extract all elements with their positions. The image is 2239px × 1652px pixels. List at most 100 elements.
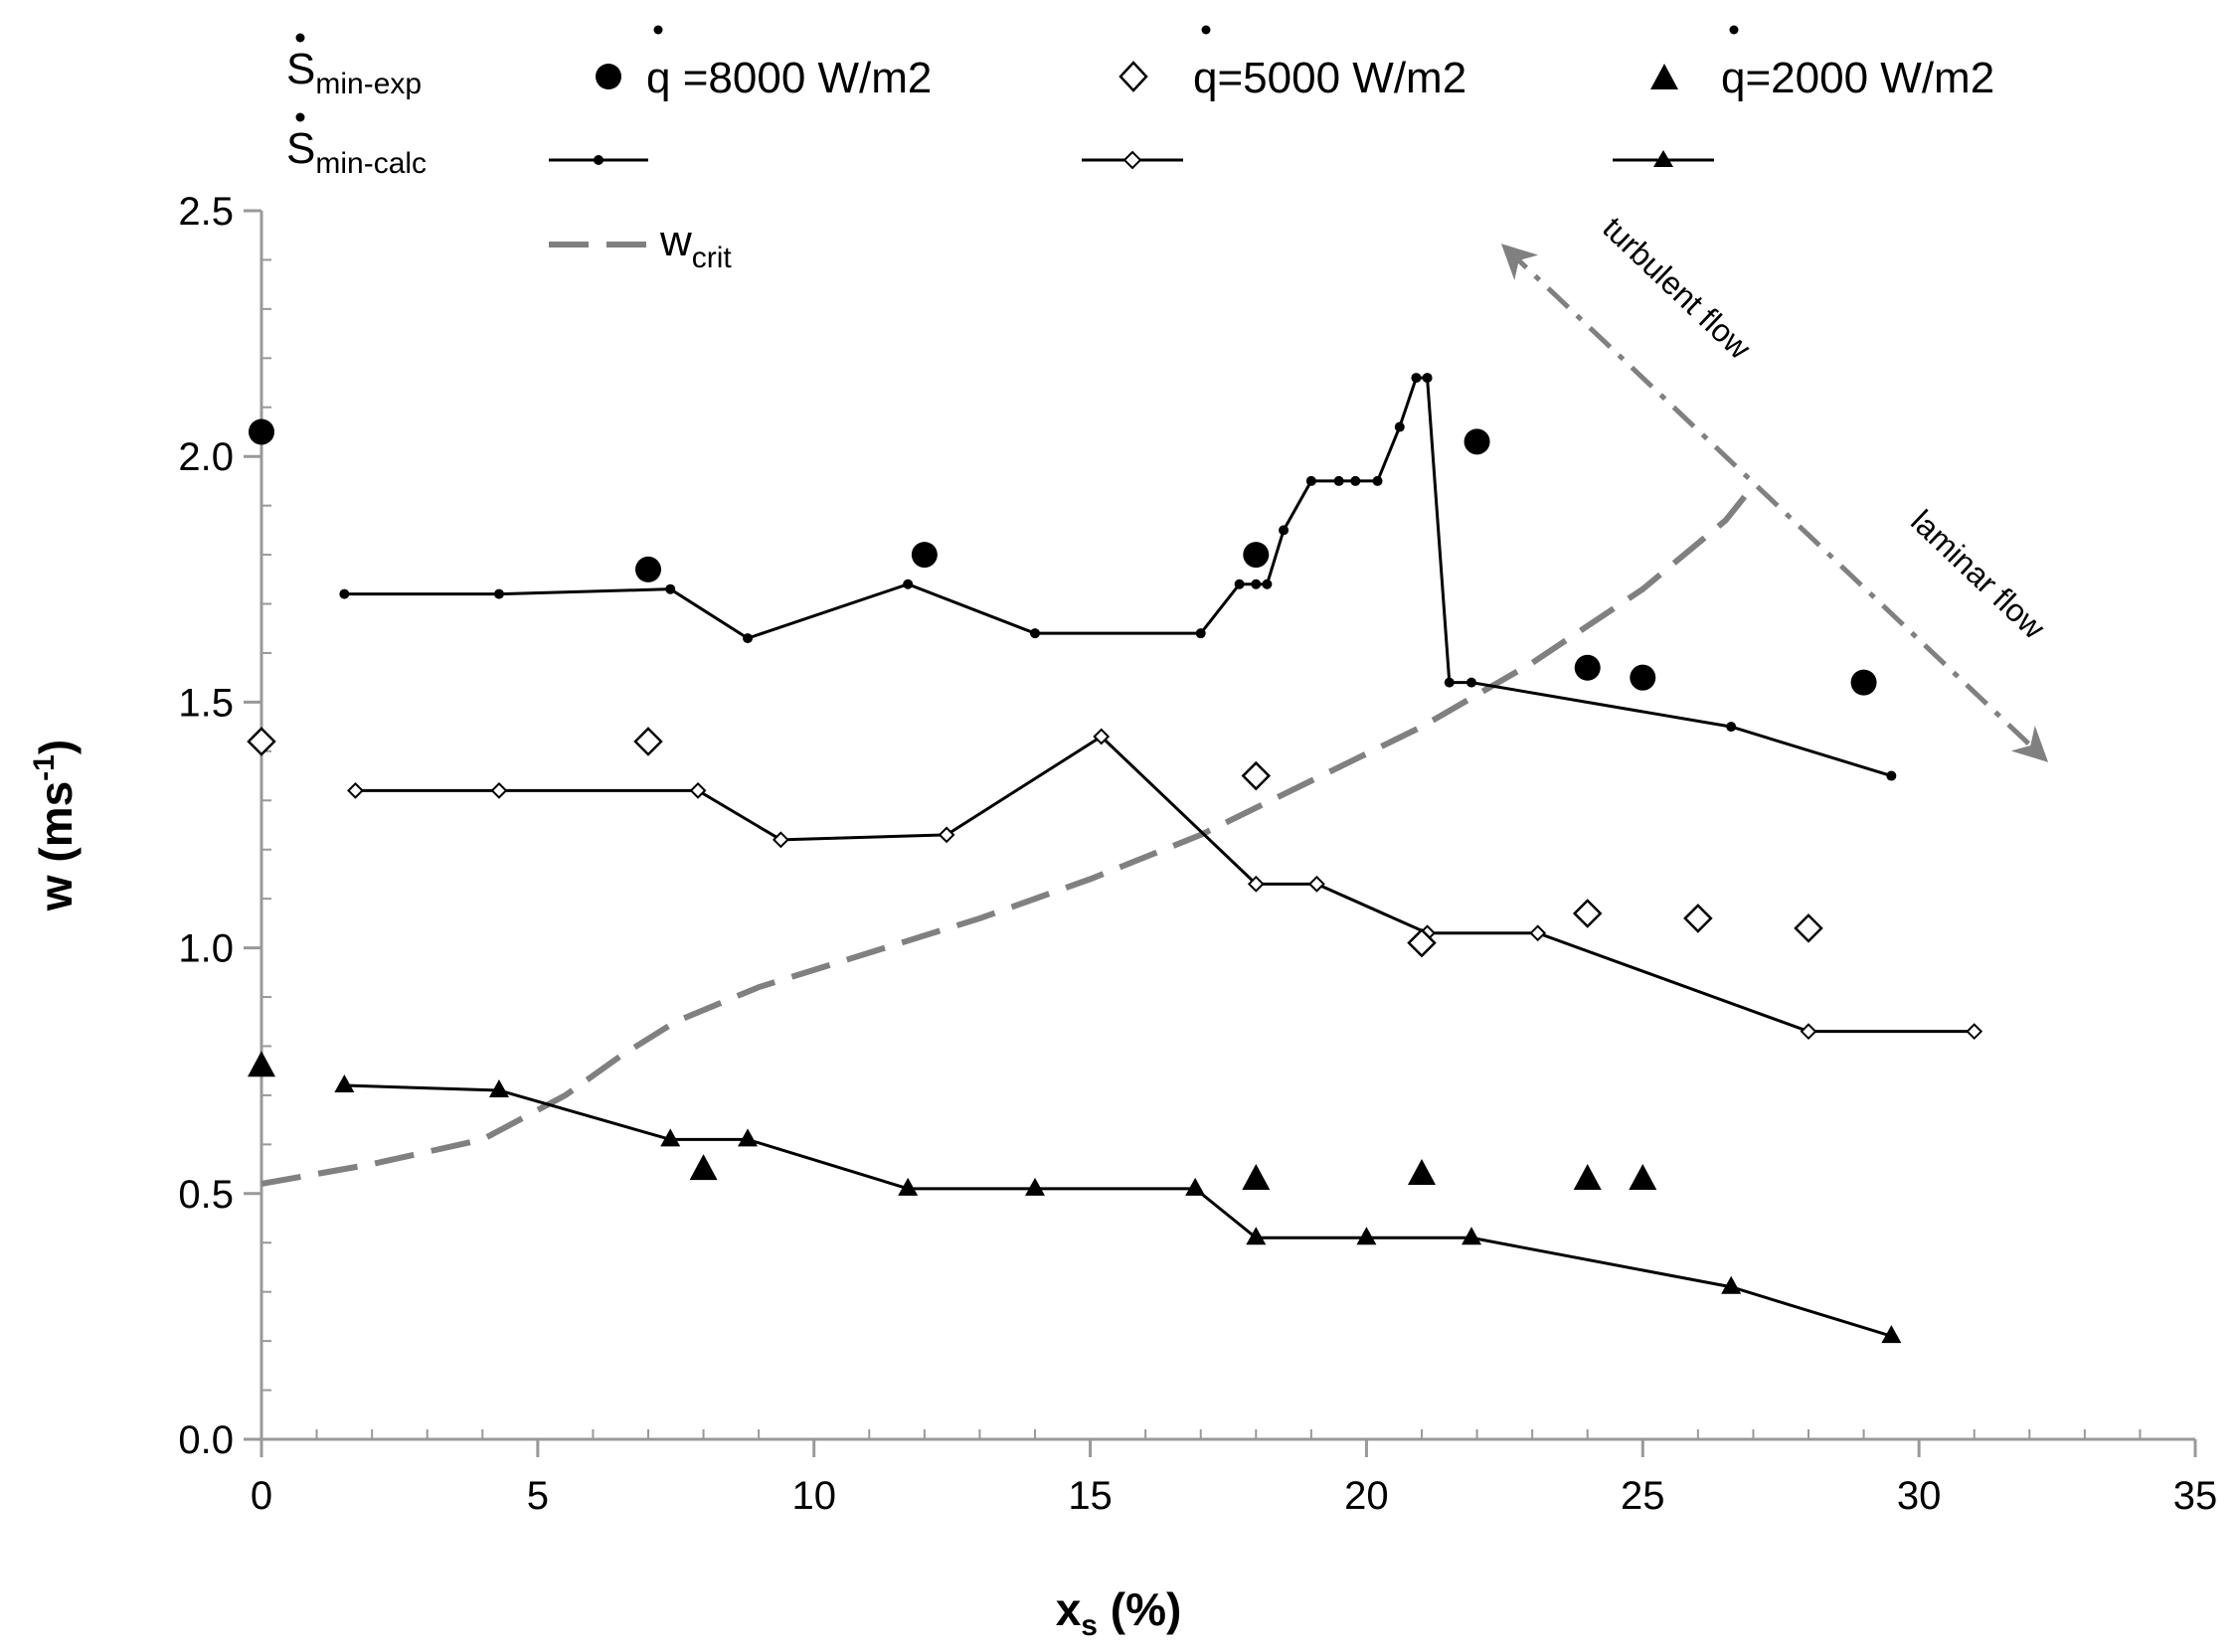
calc-point	[1247, 875, 1265, 893]
double-arrow-icon	[1500, 244, 2049, 762]
calc-point	[1721, 1275, 1742, 1294]
legend-wcrit-sub: crit	[692, 242, 733, 274]
x-ticks: 0 5 10 15 20 25 30 35	[251, 1439, 2217, 1518]
y-tick-label: 2.5	[178, 190, 234, 234]
legend-row-calc: Smin-calc	[286, 112, 427, 180]
calc-point	[1305, 475, 1316, 486]
calc-series-line	[344, 1083, 1892, 1338]
dot-accent-icon	[295, 112, 305, 122]
series-4	[347, 728, 1983, 1041]
legend: Smin-exp Smin-calc q =8000 W/m2 q=5000 W…	[286, 25, 1994, 274]
calc-point	[1411, 373, 1422, 384]
dot-accent-icon	[1729, 25, 1739, 35]
x-minor-ticks	[315, 1429, 2142, 1439]
calc-series-line	[355, 735, 1975, 1034]
calc-point	[1726, 722, 1737, 733]
y-axis-title: w (ms-1)	[28, 740, 82, 911]
triangle-marker-icon	[1650, 64, 1678, 89]
calc-point	[738, 1128, 759, 1147]
series-6	[260, 483, 1756, 1187]
y-ticks: 0.0 0.5 1.0 1.5 2.0 2.5	[178, 190, 261, 1462]
wcrit-dashed-line	[260, 483, 1756, 1187]
legend-q8000-label: =8000 W/m2	[670, 54, 932, 102]
triangle-small-marker-icon	[1653, 150, 1673, 167]
x-tick-label: 35	[2173, 1474, 2218, 1518]
annotation-laminar: laminar flow	[1904, 503, 2052, 646]
svg-text:Smin-calc: Smin-calc	[286, 124, 427, 180]
x-tick-label: 15	[1068, 1474, 1113, 1518]
calc-point	[898, 1177, 919, 1196]
legend-s-symbol: S	[286, 124, 315, 173]
calc-point	[938, 826, 955, 844]
svg-text:q=5000 W/m2: q=5000 W/m2	[1193, 54, 1466, 102]
y-tick-label: 2.0	[178, 435, 234, 479]
exp-point	[635, 556, 661, 582]
calc-point	[1307, 875, 1325, 893]
series-5	[334, 1074, 1902, 1344]
calc-point	[1881, 1325, 1902, 1344]
dot-accent-icon	[653, 25, 663, 35]
dot-accent-icon	[295, 33, 305, 43]
x-axis-title: xs (%)	[1056, 1583, 1182, 1642]
calc-point	[1444, 677, 1455, 688]
y-tick-label: 0.0	[178, 1418, 234, 1462]
calc-point	[1234, 578, 1245, 589]
calc-point	[689, 781, 707, 799]
series-1	[247, 727, 1823, 958]
legend-q5000-label: =5000 W/m2	[1217, 54, 1466, 102]
calc-point	[490, 781, 508, 799]
calc-point	[339, 588, 350, 599]
calc-point	[1800, 1023, 1817, 1041]
axes: 0.0 0.5 1.0 1.5 2.0 2.5 0 5 10 15 20 25 30 35	[178, 190, 2217, 1518]
svg-text:wcrit: wcrit	[659, 217, 732, 274]
exp-point	[1683, 904, 1713, 933]
calc-point	[1262, 578, 1273, 589]
calc-point	[1372, 475, 1383, 486]
calc-point	[1529, 924, 1547, 942]
exp-point	[249, 418, 274, 445]
legend-item-wcrit: wcrit	[549, 217, 732, 274]
y-tick-label: 1.0	[178, 927, 234, 971]
legend-wcrit-symbol: w	[659, 217, 692, 265]
diamond-marker-icon	[1119, 61, 1148, 92]
y-tick-label: 0.5	[178, 1173, 234, 1217]
y-tick-label: 1.5	[178, 681, 234, 725]
calc-point	[772, 831, 789, 849]
legend-s-sub: min-exp	[315, 68, 422, 100]
calc-point	[1886, 770, 1897, 781]
exp-point	[1407, 927, 1437, 958]
legend-q-symbol: q	[1721, 54, 1745, 102]
legend-s-symbol: S	[286, 45, 315, 93]
calc-point	[1251, 578, 1262, 589]
legend-s-sub: min-calc	[315, 147, 427, 180]
x-tick-label: 25	[1621, 1474, 1665, 1518]
svg-text:q =8000 W/m2: q =8000 W/m2	[646, 54, 932, 102]
calc-point	[1394, 421, 1405, 432]
series-2	[248, 1051, 1657, 1190]
exp-point	[1243, 542, 1270, 569]
exp-point	[1850, 669, 1877, 696]
exp-point	[1242, 1163, 1271, 1190]
x-tick-label: 5	[527, 1474, 549, 1518]
x-tick-label: 10	[791, 1474, 836, 1518]
annotation-turbulent: turbulent flow	[1596, 210, 1758, 367]
calc-point	[1279, 525, 1290, 536]
calc-point	[743, 633, 754, 644]
series-3	[339, 373, 1897, 781]
calc-point	[1185, 1177, 1206, 1196]
calc-point	[1195, 628, 1206, 639]
exp-point	[1408, 1159, 1436, 1186]
calc-point	[1246, 1227, 1267, 1245]
calc-point	[1333, 475, 1344, 486]
calc-point	[1025, 1177, 1045, 1196]
legend-item-q5000: q=5000 W/m2	[1082, 25, 1466, 170]
legend-item-q8000: q =8000 W/m2	[549, 25, 932, 165]
circle-marker-icon	[596, 64, 621, 89]
exp-point	[633, 727, 663, 756]
x-tick-label: 20	[1344, 1474, 1389, 1518]
exp-point	[1573, 1163, 1602, 1190]
calc-point	[665, 583, 676, 594]
calc-point	[1093, 728, 1111, 745]
diamond-small-marker-icon	[1122, 150, 1142, 170]
